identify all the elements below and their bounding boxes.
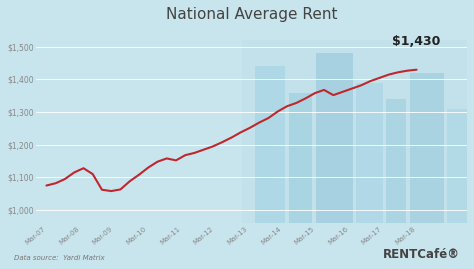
Title: National Average Rent: National Average Rent — [166, 7, 337, 22]
Bar — [316, 53, 353, 223]
Bar — [242, 40, 467, 223]
Bar — [386, 99, 407, 223]
Bar — [356, 83, 383, 223]
Text: RENTCafé®: RENTCafé® — [383, 248, 460, 261]
Bar — [447, 109, 467, 223]
Bar — [289, 93, 312, 223]
Bar — [410, 73, 444, 223]
Bar — [255, 66, 285, 223]
Text: $1,430: $1,430 — [392, 36, 440, 48]
Text: Data source:  Yardi Matrix: Data source: Yardi Matrix — [14, 255, 105, 261]
